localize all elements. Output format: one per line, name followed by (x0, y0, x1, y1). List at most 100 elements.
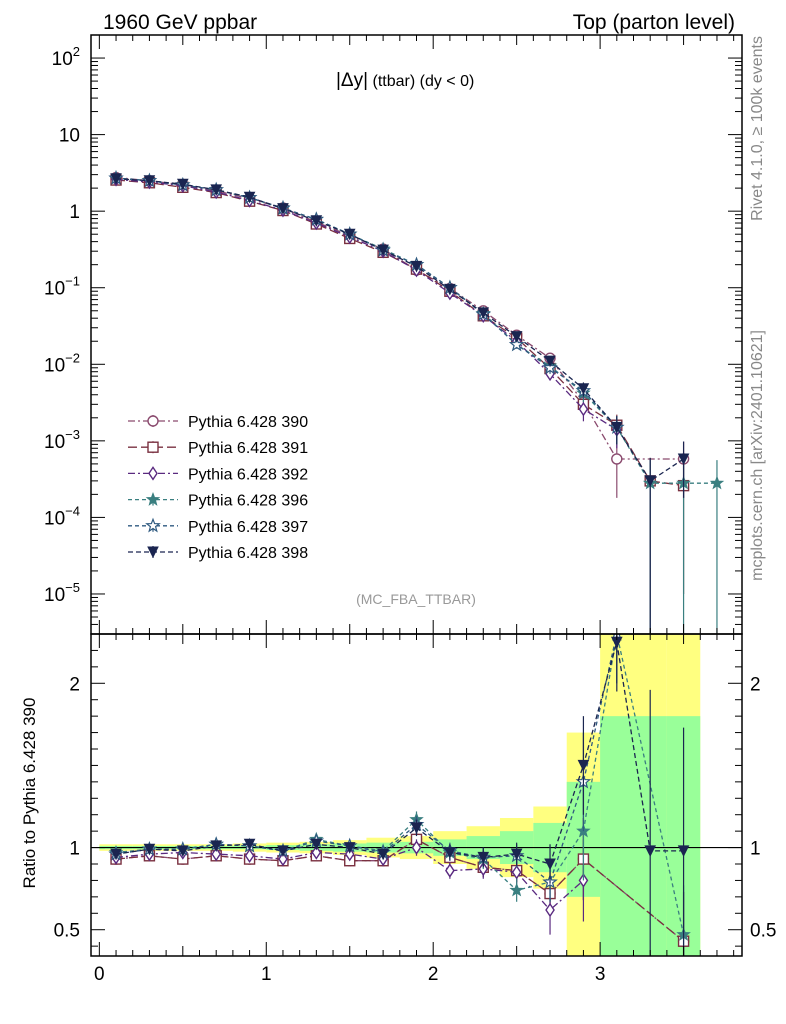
legend-item: Pythia 6.428 398 (128, 545, 308, 562)
header-left: 1960 GeV ppbar (103, 11, 257, 34)
x-tick-label: 0 (94, 964, 105, 985)
ratio-point (509, 882, 524, 897)
main-point (143, 175, 156, 187)
plot-title-suffix: (ttbar) (dy < 0) (368, 73, 474, 90)
x-tick-label: 1 (261, 964, 272, 985)
y-tick-base: 10 (44, 355, 65, 376)
y-tick-exp: −3 (65, 427, 80, 442)
y-tick-base: 10 (52, 49, 73, 70)
ratio-point (143, 843, 156, 856)
main-line-4 (115, 177, 618, 428)
legend-item: Pythia 6.428 391 (128, 440, 308, 457)
legend-marker (145, 491, 161, 506)
ratio-point (343, 842, 356, 854)
ratio-point (477, 851, 490, 864)
y-tick-exp: −4 (65, 503, 80, 518)
legend-item: Pythia 6.428 397 (128, 517, 308, 536)
ratio-point (511, 864, 522, 880)
y-tick-label: 10−1 (44, 274, 80, 300)
y-tick-base: 10 (44, 508, 65, 529)
main-point (544, 355, 556, 368)
ratio-bands (91, 634, 742, 956)
y-tick-label: 10 (59, 126, 80, 147)
y-tick-exp: −5 (65, 580, 80, 595)
main-point (644, 475, 657, 487)
main-series-2 (111, 172, 622, 449)
main-line-3 (115, 177, 717, 484)
main-point (343, 228, 356, 241)
ratio-point (577, 759, 590, 772)
ratio-y-tick-label-right: 0.5 (750, 921, 776, 942)
header-right: Top (parton level) (573, 11, 735, 34)
ratio-line-3 (115, 634, 685, 935)
ratio-y-tick-label: 0.5 (54, 921, 80, 942)
main-line-0 (115, 176, 684, 460)
main-series-3 (108, 170, 725, 634)
main-point (310, 215, 323, 227)
ratio-series (108, 634, 691, 956)
legend-marker (148, 466, 158, 481)
legend-marker (147, 441, 159, 453)
main-series-5 (110, 173, 690, 634)
ratio-point (510, 848, 523, 861)
ratio-point (244, 848, 255, 864)
main-point (578, 401, 589, 417)
ratio-ylabel: Ratio to Pythia 6.428 390 (20, 698, 39, 889)
x-tick-label: 2 (428, 964, 439, 985)
main-point (611, 453, 623, 465)
y-tick-exp: 2 (73, 44, 80, 59)
main-point (444, 283, 456, 296)
main-point (243, 191, 256, 204)
ratio-series-5 (110, 634, 690, 956)
ratio-point (544, 858, 556, 871)
plot-title-main: |Δy| (336, 70, 368, 91)
ratio-line-5 (115, 642, 684, 865)
main-line-2 (115, 178, 618, 431)
main-point (210, 184, 223, 196)
main-series-4 (108, 169, 625, 445)
main-series (108, 169, 725, 634)
y-tick-base: 10 (59, 126, 80, 147)
plot-title: |Δy| (ttbar) (dy < 0) (336, 70, 474, 91)
ratio-y-tick-label-right: 1 (750, 839, 761, 860)
legend-label: Pythia 6.428 390 (188, 414, 308, 431)
ratio-point (310, 838, 323, 851)
ratio-y-tick-label-right: 2 (750, 674, 761, 695)
legend-item: Pythia 6.428 390 (128, 414, 308, 431)
legend-label: Pythia 6.428 397 (188, 519, 308, 536)
legend: Pythia 6.428 390 Pythia 6.428 391 Pythia 6… (128, 414, 308, 562)
ratio-point (444, 847, 456, 859)
y-tick-exp: −2 (65, 350, 80, 365)
rivet-label: Rivet 4.1.0, ≥ 100k events (749, 36, 766, 221)
legend-marker (145, 517, 161, 533)
legend-label: Pythia 6.428 392 (188, 466, 308, 483)
x-tick-label: 3 (595, 964, 606, 985)
y-tick-base: 10 (44, 279, 65, 300)
legend-item: Pythia 6.428 396 (128, 491, 308, 510)
y-tick-base: 1 (69, 202, 80, 223)
ratio-series-2 (111, 839, 589, 935)
main-point (477, 307, 490, 319)
ratio-point (545, 902, 555, 918)
ratio-y-tick-label: 2 (69, 674, 80, 695)
ratio-point (278, 851, 288, 867)
main-point (377, 244, 389, 257)
legend-label: Pythia 6.428 396 (188, 493, 308, 510)
ratio-point (344, 846, 355, 862)
main-point (677, 453, 690, 466)
main-point (610, 421, 623, 434)
main-point (510, 331, 523, 343)
ratio-point (211, 846, 222, 862)
ratio-line-4 (115, 634, 618, 884)
y-tick-exp: −1 (65, 274, 80, 289)
watermark: (MC_FBA_TTBAR) (356, 591, 476, 607)
ratio-point (677, 845, 690, 857)
y-tick-label: 10−4 (44, 503, 80, 529)
ratio-point (644, 845, 657, 857)
legend-item: Pythia 6.428 392 (128, 466, 308, 483)
main-point (577, 383, 590, 395)
y-tick-label: 102 (52, 44, 80, 70)
ratio-point (243, 838, 256, 851)
